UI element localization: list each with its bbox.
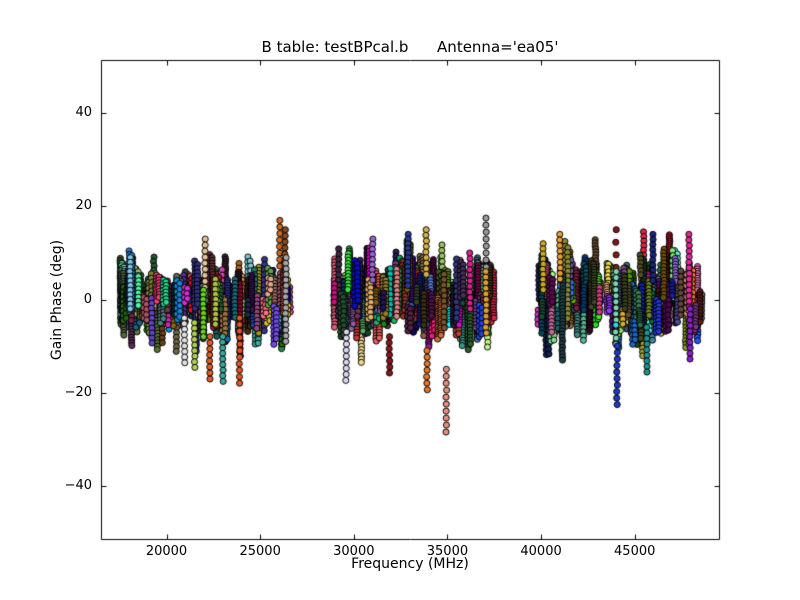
x-tick-label: 40000 <box>520 544 562 559</box>
y-tick-label: 20 <box>75 198 92 214</box>
x-axis-label: Frequency (MHz) <box>351 556 469 572</box>
plot-title: B table: testBPcal.b Antenna='ea05' <box>261 38 559 56</box>
x-tick-label: 20000 <box>145 544 188 559</box>
y-tick-label: −20 <box>64 384 92 400</box>
x-tick-label: 35000 <box>426 544 469 559</box>
x-tick-label: 45000 <box>614 544 656 559</box>
y-tick-label: 0 <box>83 291 92 307</box>
y-tick-label: −40 <box>64 477 92 493</box>
x-tick-label: 25000 <box>239 544 281 559</box>
x-tick-label: 30000 <box>333 544 375 559</box>
y-tick-label: 40 <box>75 105 92 121</box>
